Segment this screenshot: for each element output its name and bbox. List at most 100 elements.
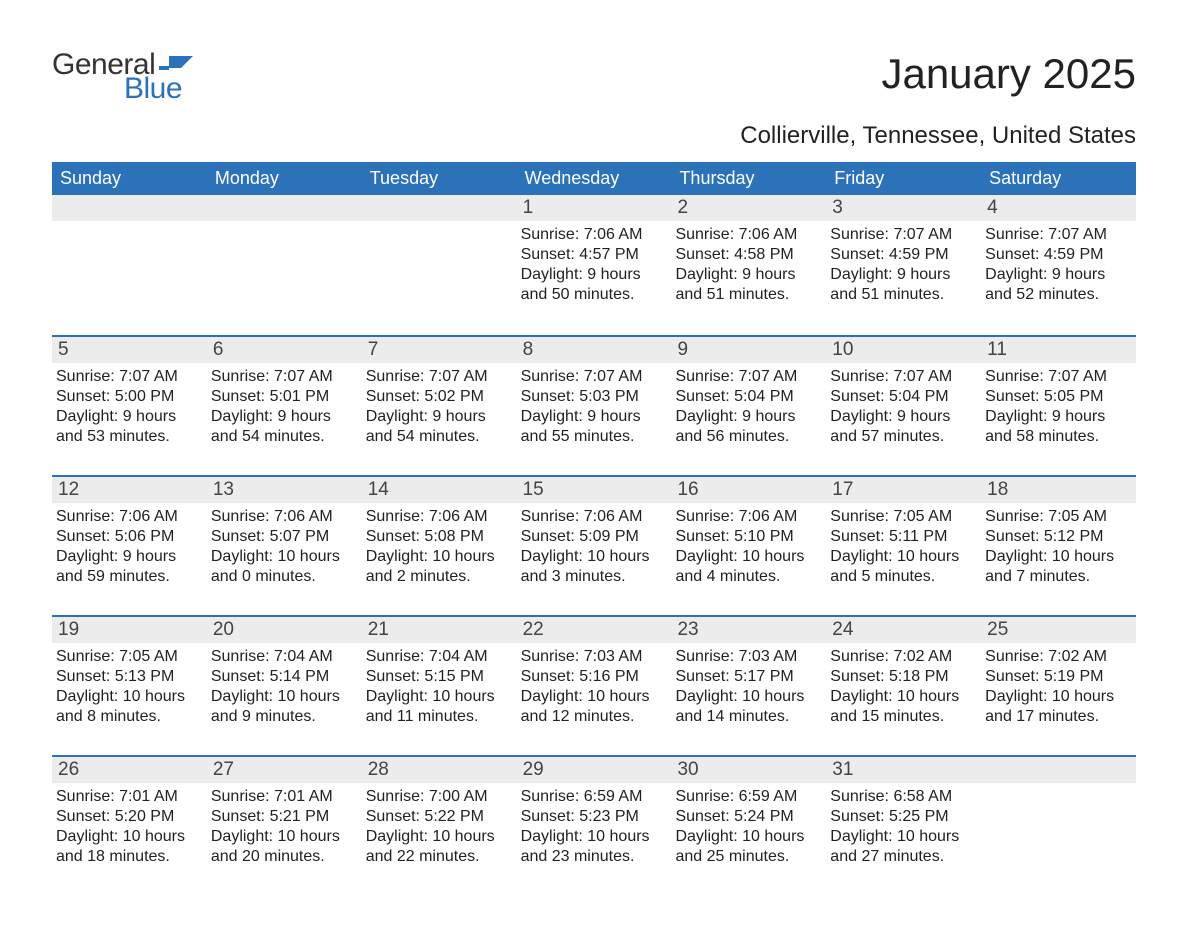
dl2-text: and 58 minutes. xyxy=(985,427,1132,447)
sunrise-text: Sunrise: 7:04 AM xyxy=(211,647,358,667)
sunset-text: Sunset: 5:12 PM xyxy=(985,527,1132,547)
dl1-text: Daylight: 9 hours xyxy=(56,547,203,567)
dl1-text: Daylight: 10 hours xyxy=(521,547,668,567)
day-number: 1 xyxy=(517,195,672,221)
page-title: January 2025 xyxy=(881,50,1136,98)
day-number: 6 xyxy=(207,337,362,363)
sunrise-text: Sunrise: 7:05 AM xyxy=(56,647,203,667)
dl1-text: Daylight: 9 hours xyxy=(985,407,1132,427)
sunrise-text: Sunrise: 7:03 AM xyxy=(675,647,822,667)
sunset-text: Sunset: 5:06 PM xyxy=(56,527,203,547)
day-number: 24 xyxy=(826,617,981,643)
week-row: 5Sunrise: 7:07 AMSunset: 5:00 PMDaylight… xyxy=(52,335,1136,475)
sunset-text: Sunset: 5:14 PM xyxy=(211,667,358,687)
sunset-text: Sunset: 5:15 PM xyxy=(366,667,513,687)
dl1-text: Daylight: 10 hours xyxy=(366,687,513,707)
day-header: Thursday xyxy=(671,162,826,195)
day-cell: 24Sunrise: 7:02 AMSunset: 5:18 PMDayligh… xyxy=(826,617,981,755)
day-number: 7 xyxy=(362,337,517,363)
sunrise-text: Sunrise: 6:58 AM xyxy=(830,787,977,807)
day-number: 28 xyxy=(362,757,517,783)
day-number xyxy=(207,195,362,221)
day-cell: 8Sunrise: 7:07 AMSunset: 5:03 PMDaylight… xyxy=(517,337,672,475)
day-number: 20 xyxy=(207,617,362,643)
dl1-text: Daylight: 10 hours xyxy=(366,827,513,847)
day-number: 21 xyxy=(362,617,517,643)
dl1-text: Daylight: 10 hours xyxy=(675,827,822,847)
dl2-text: and 17 minutes. xyxy=(985,707,1132,727)
day-number: 3 xyxy=(826,195,981,221)
day-cell: 9Sunrise: 7:07 AMSunset: 5:04 PMDaylight… xyxy=(671,337,826,475)
dl2-text: and 27 minutes. xyxy=(830,847,977,867)
dl1-text: Daylight: 10 hours xyxy=(675,687,822,707)
header-row: General Blue January 2025 xyxy=(52,50,1136,104)
day-number: 27 xyxy=(207,757,362,783)
day-header: Monday xyxy=(207,162,362,195)
dl2-text: and 8 minutes. xyxy=(56,707,203,727)
sunrise-text: Sunrise: 7:05 AM xyxy=(830,507,977,527)
dl1-text: Daylight: 9 hours xyxy=(521,265,668,285)
sunset-text: Sunset: 5:19 PM xyxy=(985,667,1132,687)
sunrise-text: Sunrise: 7:02 AM xyxy=(985,647,1132,667)
sunrise-text: Sunrise: 7:06 AM xyxy=(211,507,358,527)
dl2-text: and 14 minutes. xyxy=(675,707,822,727)
dl1-text: Daylight: 10 hours xyxy=(830,687,977,707)
dl1-text: Daylight: 10 hours xyxy=(675,547,822,567)
day-number: 2 xyxy=(671,195,826,221)
day-number: 22 xyxy=(517,617,672,643)
day-cell: 31Sunrise: 6:58 AMSunset: 5:25 PMDayligh… xyxy=(826,757,981,895)
dl1-text: Daylight: 9 hours xyxy=(366,407,513,427)
brand-word-2: Blue xyxy=(124,74,182,104)
dl2-text: and 15 minutes. xyxy=(830,707,977,727)
dl1-text: Daylight: 9 hours xyxy=(985,265,1132,285)
dl2-text: and 25 minutes. xyxy=(675,847,822,867)
sunset-text: Sunset: 5:13 PM xyxy=(56,667,203,687)
sunrise-text: Sunrise: 7:00 AM xyxy=(366,787,513,807)
dl2-text: and 23 minutes. xyxy=(521,847,668,867)
day-cell: 19Sunrise: 7:05 AMSunset: 5:13 PMDayligh… xyxy=(52,617,207,755)
day-cell: 22Sunrise: 7:03 AMSunset: 5:16 PMDayligh… xyxy=(517,617,672,755)
dl2-text: and 54 minutes. xyxy=(366,427,513,447)
sunset-text: Sunset: 5:18 PM xyxy=(830,667,977,687)
day-number: 14 xyxy=(362,477,517,503)
sunset-text: Sunset: 4:59 PM xyxy=(830,245,977,265)
day-cell: 4Sunrise: 7:07 AMSunset: 4:59 PMDaylight… xyxy=(981,195,1136,335)
day-cell: 26Sunrise: 7:01 AMSunset: 5:20 PMDayligh… xyxy=(52,757,207,895)
sunset-text: Sunset: 5:02 PM xyxy=(366,387,513,407)
sunset-text: Sunset: 5:04 PM xyxy=(675,387,822,407)
sunset-text: Sunset: 5:08 PM xyxy=(366,527,513,547)
sunrise-text: Sunrise: 7:06 AM xyxy=(366,507,513,527)
day-number: 29 xyxy=(517,757,672,783)
day-number: 10 xyxy=(826,337,981,363)
dl2-text: and 7 minutes. xyxy=(985,567,1132,587)
sunrise-text: Sunrise: 7:06 AM xyxy=(675,507,822,527)
sunset-text: Sunset: 5:25 PM xyxy=(830,807,977,827)
day-number xyxy=(981,757,1136,783)
dl1-text: Daylight: 10 hours xyxy=(985,547,1132,567)
day-number: 5 xyxy=(52,337,207,363)
day-number: 30 xyxy=(671,757,826,783)
day-cell: 3Sunrise: 7:07 AMSunset: 4:59 PMDaylight… xyxy=(826,195,981,335)
sunrise-text: Sunrise: 7:07 AM xyxy=(56,367,203,387)
sunrise-text: Sunrise: 6:59 AM xyxy=(521,787,668,807)
dl2-text: and 50 minutes. xyxy=(521,285,668,305)
dl2-text: and 20 minutes. xyxy=(211,847,358,867)
sunrise-text: Sunrise: 7:06 AM xyxy=(521,225,668,245)
day-number: 8 xyxy=(517,337,672,363)
sunset-text: Sunset: 5:10 PM xyxy=(675,527,822,547)
sunrise-text: Sunrise: 7:07 AM xyxy=(521,367,668,387)
day-cell: 27Sunrise: 7:01 AMSunset: 5:21 PMDayligh… xyxy=(207,757,362,895)
dl2-text: and 11 minutes. xyxy=(366,707,513,727)
sunset-text: Sunset: 5:24 PM xyxy=(675,807,822,827)
sunrise-text: Sunrise: 7:07 AM xyxy=(675,367,822,387)
day-number: 4 xyxy=(981,195,1136,221)
day-cell: 21Sunrise: 7:04 AMSunset: 5:15 PMDayligh… xyxy=(362,617,517,755)
dl2-text: and 55 minutes. xyxy=(521,427,668,447)
dl2-text: and 59 minutes. xyxy=(56,567,203,587)
dl2-text: and 4 minutes. xyxy=(675,567,822,587)
day-number xyxy=(362,195,517,221)
sunset-text: Sunset: 5:21 PM xyxy=(211,807,358,827)
dl1-text: Daylight: 9 hours xyxy=(211,407,358,427)
dl2-text: and 18 minutes. xyxy=(56,847,203,867)
dl1-text: Daylight: 9 hours xyxy=(521,407,668,427)
